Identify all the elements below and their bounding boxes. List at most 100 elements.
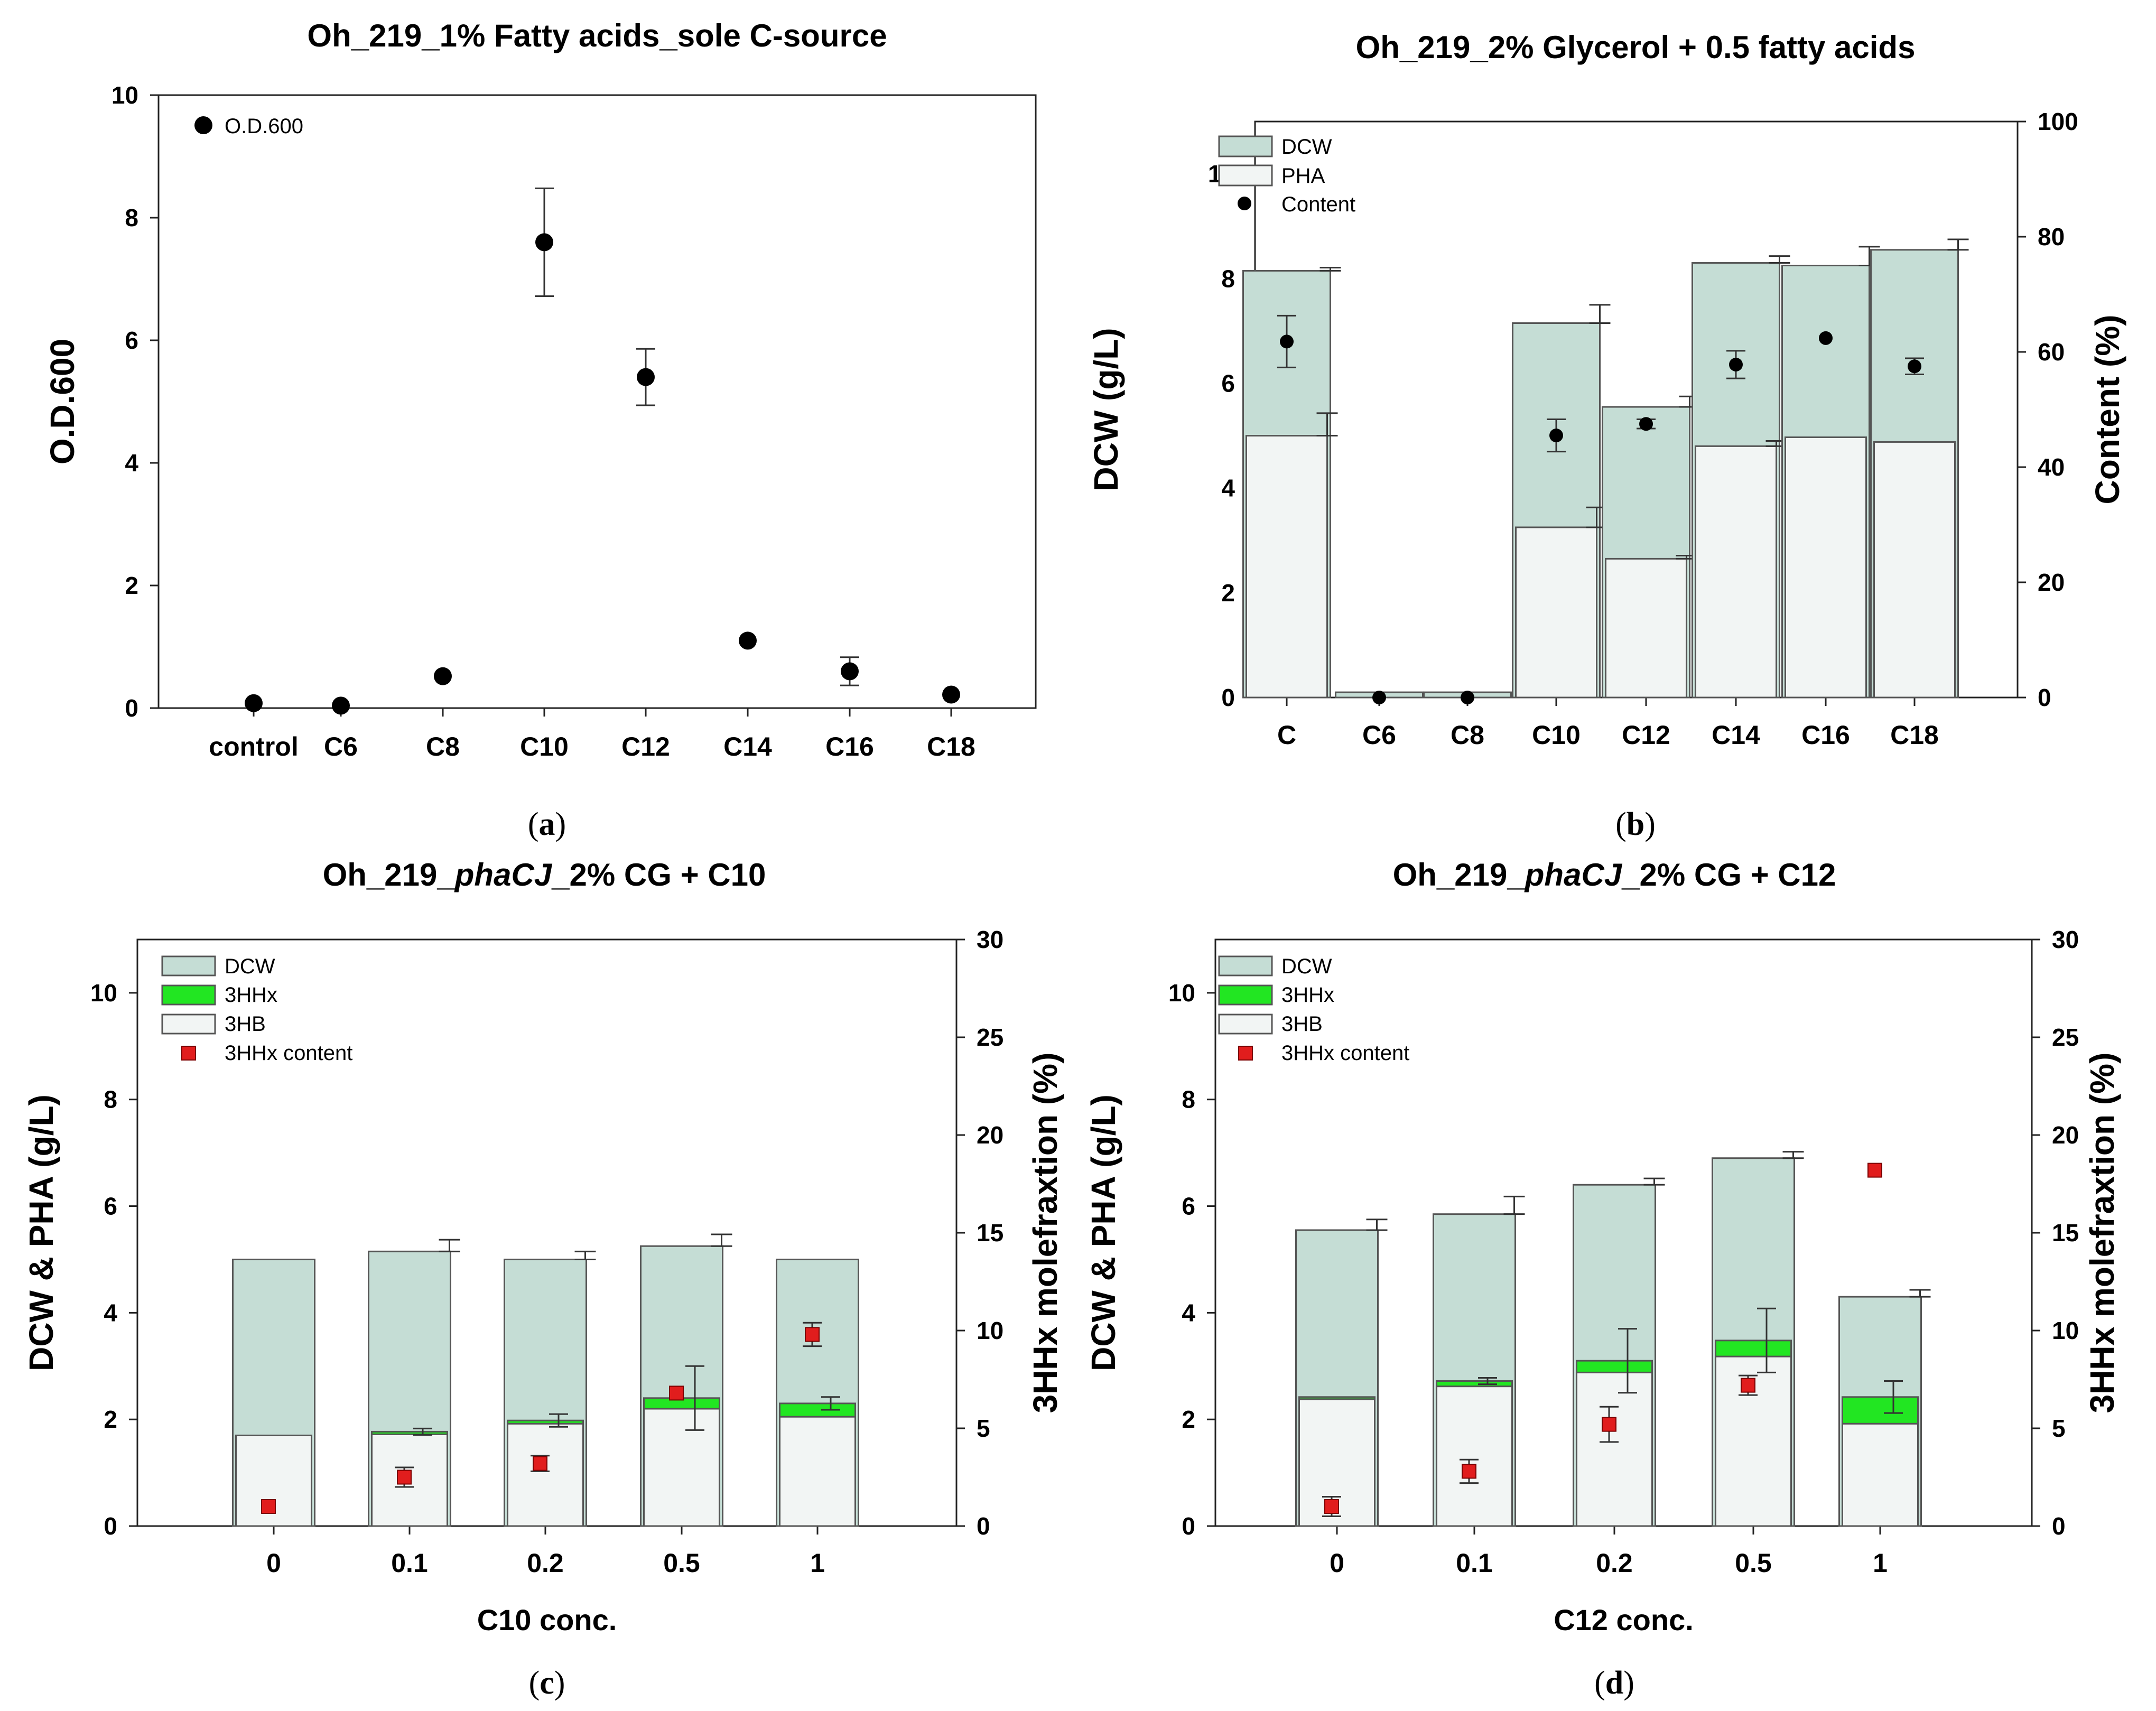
y2-tick-label: 80 <box>2038 223 2065 250</box>
x-tick-label: 0.1 <box>391 1548 428 1578</box>
y-tick-label: 8 <box>104 1086 117 1113</box>
y-tick-label: 4 <box>1221 475 1235 502</box>
y-tick-label: 0 <box>125 694 138 722</box>
pha-bar <box>1246 435 1328 699</box>
chart-title: Oh_219_phaCJ_2% CG + C10 <box>323 857 766 892</box>
3hhx-bar <box>1842 1396 1919 1425</box>
legend-3hhx-label: 3HHx <box>225 983 277 1007</box>
y2-tick-label: 5 <box>977 1415 990 1442</box>
caption-letter: a <box>539 806 555 842</box>
legend-3hhx-swatch <box>1218 984 1273 1006</box>
y-axis-label: O.D.600 <box>43 339 81 464</box>
legend-3hb-label: 3HB <box>225 1012 266 1036</box>
3hb-bar <box>1436 1385 1513 1527</box>
caption-close: ) <box>1644 806 1656 842</box>
y-tick-label: 0 <box>104 1512 117 1540</box>
caption-letter: b <box>1627 806 1644 842</box>
panel-caption: (d) <box>1594 1665 1634 1701</box>
hhx-content-point <box>1741 1378 1755 1393</box>
x-tick-label: 0.1 <box>1456 1548 1493 1578</box>
chart-title-part: phaCJ <box>1524 857 1623 892</box>
hhx-content-point <box>261 1499 276 1514</box>
y-axis-label: DCW & PHA (g/L) <box>22 1094 60 1371</box>
od-point <box>739 631 757 650</box>
chart-title-part: phaCJ <box>454 857 553 892</box>
y2-tick-label: 0 <box>2052 1512 2066 1540</box>
chart-title-part: Oh_219_ <box>323 857 456 892</box>
y-tick-label: 4 <box>125 449 138 477</box>
y-tick-label: 8 <box>1182 1086 1195 1113</box>
hhx-content-point <box>1867 1163 1882 1178</box>
y2-tick-label: 10 <box>977 1317 1003 1344</box>
3hhx-bar <box>1298 1396 1376 1400</box>
y-tick-label: 2 <box>125 572 138 599</box>
plot-frame <box>157 94 1037 709</box>
caption-letter: c <box>540 1665 554 1701</box>
x-axis-label: C10 conc. <box>477 1603 617 1636</box>
content-point <box>1819 331 1833 345</box>
3hb-bar <box>779 1416 856 1527</box>
y2-axis-label: 3HHx molefraxtion (%) <box>2083 1053 2121 1414</box>
legend-od-marker <box>194 116 212 134</box>
content-point <box>1908 359 1921 374</box>
y2-axis-label: Content (%) <box>2088 314 2126 504</box>
content-point <box>1549 429 1563 443</box>
y-tick-label: 6 <box>125 327 138 354</box>
x-tick-label: 1 <box>810 1548 825 1578</box>
x-tick-label: 0 <box>266 1548 281 1578</box>
x-tick-label: 0.5 <box>663 1548 700 1578</box>
x-tick-label: 0.5 <box>1735 1548 1772 1578</box>
x-tick-label: C10 <box>520 732 569 761</box>
x-tick-label: control <box>209 732 298 761</box>
caption-open: ( <box>529 1665 540 1701</box>
caption-close: ) <box>1623 1665 1634 1701</box>
3hhx-bar <box>1715 1340 1792 1357</box>
legend-dcw-label: DCW <box>225 955 275 978</box>
chart-title: Oh_219_phaCJ_2% CG + C12 <box>1393 857 1836 892</box>
legend-hhx-content-marker <box>181 1046 196 1061</box>
hhx-content-point <box>1324 1499 1339 1514</box>
od-point <box>332 696 350 715</box>
panel-caption: (c) <box>529 1665 565 1701</box>
chart-title-part: _2% CG + C12 <box>1621 857 1836 892</box>
y-tick-label: 2 <box>1182 1406 1195 1433</box>
x-tick-label: C8 <box>426 732 460 761</box>
x-tick-label: C12 <box>1622 720 1670 750</box>
y-tick-label: 0 <box>1221 684 1235 711</box>
y-tick-label: 8 <box>125 204 138 231</box>
x-tick-label: 0 <box>1330 1548 1344 1578</box>
3hb-bar <box>507 1422 584 1527</box>
x-tick-label: C18 <box>1890 720 1939 750</box>
legend-od-label: O.D.600 <box>225 115 303 138</box>
hhx-content-point <box>1462 1464 1476 1479</box>
content-point <box>1639 417 1653 431</box>
y2-tick-label: 5 <box>2052 1415 2066 1442</box>
pha-bar <box>1605 557 1687 699</box>
x-tick-label: C8 <box>1451 720 1484 750</box>
legend-3hhx-swatch <box>161 984 216 1006</box>
legend-pha-label: PHA <box>1281 164 1325 188</box>
3hhx-bar <box>1576 1360 1653 1373</box>
y2-tick-label: 20 <box>2052 1121 2079 1149</box>
x-tick-label: 0.2 <box>1596 1548 1633 1578</box>
y-tick-label: 10 <box>90 979 117 1007</box>
y-tick-label: 6 <box>1221 369 1235 397</box>
3hb-bar <box>1842 1422 1919 1527</box>
y-tick-label: 6 <box>1182 1193 1195 1220</box>
legend-hhx-content-label: 3HHx content <box>1281 1042 1409 1065</box>
y-tick-label: 0 <box>1182 1512 1195 1540</box>
x-tick-label: C12 <box>621 732 670 761</box>
hhx-content-point <box>1602 1417 1616 1432</box>
panel-caption: (a) <box>528 806 566 842</box>
x-tick-label: C14 <box>723 732 772 761</box>
3hhx-bar <box>1436 1380 1513 1388</box>
od-point <box>841 662 859 681</box>
y-tick-label: 4 <box>104 1299 117 1326</box>
3hhx-bar <box>779 1402 856 1418</box>
od-point <box>434 667 452 685</box>
legend-dcw-label: DCW <box>1281 135 1332 159</box>
caption-open: ( <box>1594 1665 1605 1701</box>
content-point <box>1280 334 1294 349</box>
chart-title: Oh_219_1% Fatty acids_sole C-source <box>307 18 887 53</box>
